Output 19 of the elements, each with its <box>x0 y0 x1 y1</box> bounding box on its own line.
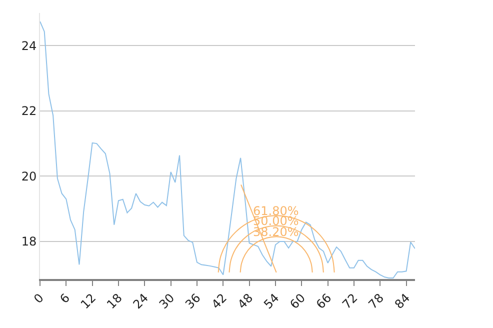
x-tick-label: 42 <box>208 290 230 312</box>
y-tick-label: 20 <box>21 169 37 184</box>
x-tick-label: 30 <box>156 290 178 312</box>
x-tick-label: 60 <box>287 290 308 312</box>
y-tick-label: 24 <box>21 38 37 53</box>
y-tick-label: 22 <box>21 104 37 118</box>
x-tick-label: 0 <box>31 290 46 306</box>
x-tick-label: 24 <box>130 290 152 312</box>
x-tick-label: 12 <box>78 290 99 312</box>
y-tick-label: 18 <box>21 234 37 249</box>
x-tick-label: 54 <box>261 290 282 312</box>
x-tick-label: 84 <box>392 290 413 312</box>
x-tick-label: 66 <box>313 290 334 312</box>
x-tick-label: 6 <box>57 290 73 306</box>
x-tick-label: 48 <box>234 290 256 312</box>
x-tick-label: 72 <box>340 290 360 312</box>
x-tick-label: 78 <box>366 290 386 312</box>
x-tick-label: 36 <box>182 290 204 312</box>
x-tick-label: 18 <box>104 290 125 312</box>
